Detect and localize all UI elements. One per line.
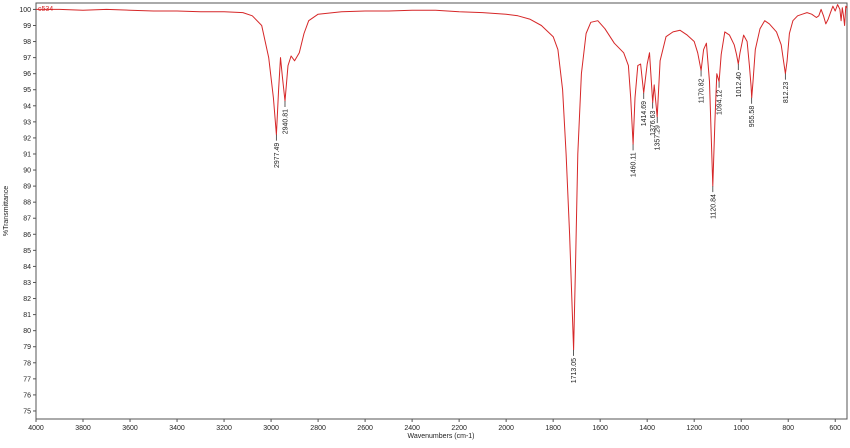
y-tick-label: 88 [23,200,31,207]
y-tick-label: 90 [23,168,31,175]
peak-label: 2977.49 [274,143,281,168]
x-tick-label: 3000 [263,425,279,432]
x-tick-label: 3600 [122,425,138,432]
peak-label: 955.58 [749,106,756,128]
y-tick-label: 80 [23,328,31,335]
x-tick-label: 800 [782,425,794,432]
y-tick-label: 98 [23,39,31,46]
x-tick-label: 1800 [545,425,561,432]
peak-label: 1094.12 [717,90,724,115]
y-tick-label: 95 [23,87,31,94]
y-tick-label: 81 [23,312,31,319]
y-tick-label: 94 [23,103,31,110]
x-tick-label: 1400 [639,425,655,432]
y-tick-label: 92 [23,135,31,142]
x-tick-label: 2400 [404,425,420,432]
x-tick-label: 2600 [357,425,373,432]
x-tick-label: 3800 [75,425,91,432]
peak-label: 1170.82 [699,78,706,103]
y-tick-label: 87 [23,216,31,223]
x-tick-label: 600 [829,425,841,432]
y-tick-label: 85 [23,248,31,255]
y-axis: 75 76 77 78 79 80 81 82 83 84 85 86 87 88 89 90 91 92 93 94… [19,7,36,415]
y-tick-label: 76 [23,392,31,399]
x-tick-label: 4000 [28,425,44,432]
peak-label: 1120.84 [710,194,717,219]
x-tick-label: 1200 [686,425,702,432]
y-tick-label: 79 [23,344,31,351]
peak-label: 1460.11 [631,152,638,177]
x-tick-label: 2800 [310,425,326,432]
y-tick-label: 97 [23,55,31,62]
peak-label: 1713.05 [571,358,578,383]
y-tick-label: 91 [23,151,31,158]
x-tick-label: 1600 [592,425,608,432]
y-tick-label: 75 [23,408,31,415]
y-tick-label: 93 [23,119,31,126]
y-tick-label: 100 [19,7,31,14]
y-tick-label: 99 [23,23,31,30]
x-axis: 4000 3800 3600 3400 3200 3000 2800 2600 2400 2200… [28,419,841,432]
x-tick-label: 1000 [733,425,749,432]
x-tick-label: 2200 [451,425,467,432]
peak-labels: 2977.49 2940.81 1713.05 1460.11 1414.69 1376.… [274,64,790,383]
x-tick-label: 2000 [498,425,514,432]
peak-label: 812.23 [783,82,790,104]
y-tick-label: 86 [23,232,31,239]
y-tick-label: 83 [23,280,31,287]
series-layer [36,4,848,351]
series-label: c534 [38,6,53,13]
y-tick-label: 84 [23,264,31,271]
peak-label: 1414.69 [641,101,648,126]
peak-label: 2940.81 [282,109,289,134]
peak-label: 1012.40 [736,72,743,97]
y-tick-label: 82 [23,296,31,303]
y-tick-label: 78 [23,360,31,367]
y-tick-label: 77 [23,376,31,383]
y-tick-label: 96 [23,71,31,78]
peak-label: 1357.29 [655,125,662,150]
y-axis-title: %Transmittance [3,186,10,236]
peak-label: 1376.63 [650,110,657,135]
spectrum-line [36,4,848,351]
y-tick-label: 89 [23,184,31,191]
x-axis-title: Wavenumbers (cm-1) [407,433,474,440]
x-tick-label: 3400 [169,425,185,432]
x-tick-label: 3200 [216,425,232,432]
plot-frame [35,2,848,420]
